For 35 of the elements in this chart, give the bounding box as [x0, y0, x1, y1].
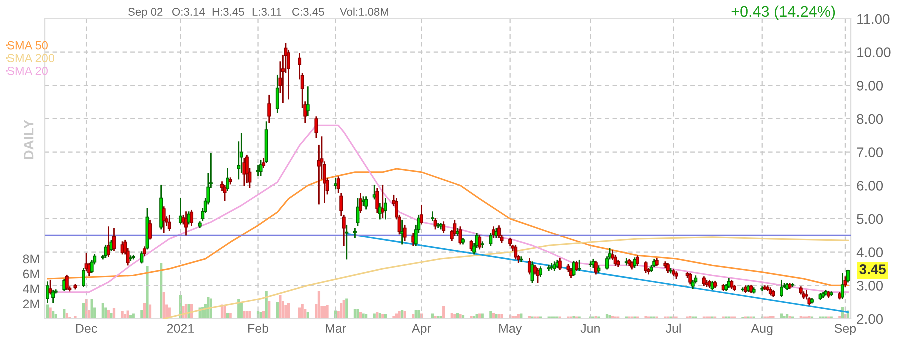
- x-tick-label: Jul: [666, 324, 681, 334]
- x-tick-label: May: [500, 324, 522, 336]
- text: C:3.45: [292, 8, 324, 16]
- y-tick-label: 3.00: [857, 281, 884, 291]
- y-tick-label: 10.00: [858, 48, 891, 58]
- x-tick-label: 2021: [167, 324, 194, 334]
- legend-label: SMA 20: [8, 66, 48, 76]
- legend-label: SMA 50: [8, 41, 48, 50]
- y2-tick-label: 2M: [23, 300, 40, 309]
- text: Vol:1.08M: [340, 8, 389, 16]
- legend-label: SMA 200: [8, 54, 55, 63]
- x-tick-label: Dec: [76, 324, 98, 334]
- x-tick-label: Sep: [834, 324, 856, 336]
- y-tick-label: 4.00: [856, 248, 884, 258]
- x-tick-label: Apr: [412, 324, 432, 336]
- y-tick-label: 2.00: [857, 314, 884, 324]
- annotation: +0.43 (14.24%): [732, 6, 836, 20]
- text: L:3.11: [252, 8, 282, 16]
- y-tick-label: 6.00: [857, 181, 884, 191]
- y2-tick-label: 8M: [23, 254, 40, 264]
- y-tick-label: 7.00: [857, 148, 884, 158]
- y-tick-label: 8.00: [857, 114, 884, 124]
- x-tick-label: Mar: [326, 324, 346, 334]
- y-tick-label: 5.00: [857, 214, 884, 224]
- x-tick-label: Jun: [580, 324, 600, 334]
- text: Sep 02: [128, 8, 163, 18]
- text: H:3.45: [212, 8, 244, 16]
- y-tick-label: 11.00: [858, 14, 890, 24]
- y-tick-label: 9.00: [857, 81, 884, 91]
- x-tick-label: Aug: [751, 324, 773, 336]
- y2-tick-label: 4M: [23, 284, 40, 294]
- y2-tick-label: 6M: [23, 270, 40, 279]
- x-tick-label: Feb: [248, 324, 269, 334]
- text: O:3.14: [172, 8, 206, 16]
- text: 3.45: [860, 264, 886, 274]
